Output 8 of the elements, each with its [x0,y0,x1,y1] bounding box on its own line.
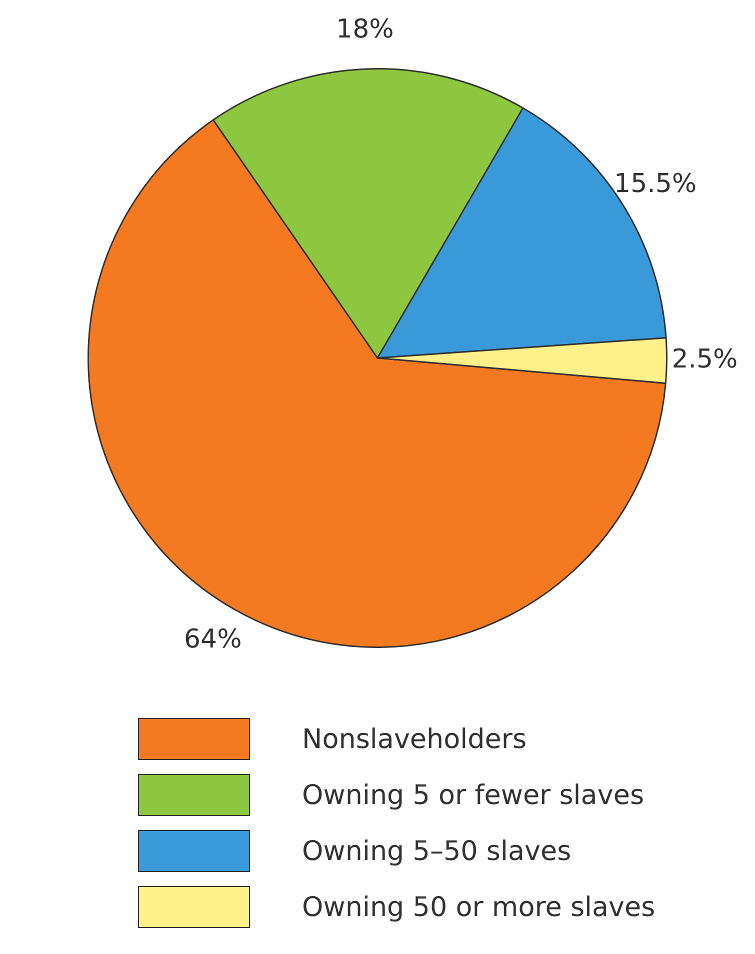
legend-label: Owning 50 or more slaves [302,892,656,922]
data-label: 18% [336,14,394,45]
legend-label: Nonslaveholders [302,724,527,754]
legend-label: Owning 5–50 slaves [302,836,572,866]
data-label: 15.5% [614,168,697,199]
legend-label: Owning 5 or fewer slaves [302,780,644,810]
data-label: 64% [184,624,242,655]
data-label: 2.5% [672,344,738,375]
